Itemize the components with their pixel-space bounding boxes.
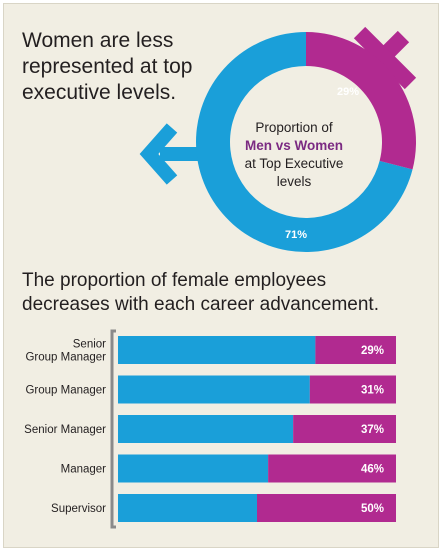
bar-label-women-2: 37% bbox=[361, 424, 384, 436]
headline-line-3: executive levels. bbox=[22, 81, 177, 104]
category-label-1-0: Group Manager bbox=[25, 385, 106, 397]
center-label-line-4: levels bbox=[276, 174, 312, 189]
donut-slice-men bbox=[195, 32, 413, 253]
bar-group-bracket bbox=[110, 329, 116, 529]
bar-women-2 bbox=[293, 415, 396, 443]
donut-slice-women bbox=[306, 32, 416, 170]
gender-donut-chart bbox=[139, 26, 417, 253]
bar-men-4 bbox=[118, 494, 257, 522]
bar-men-1 bbox=[118, 375, 310, 404]
category-label-2-0: Senior Manager bbox=[24, 424, 106, 436]
donut-label-men: 71% bbox=[285, 229, 308, 241]
bar-men-2 bbox=[118, 415, 294, 443]
category-label-3-0: Manager bbox=[61, 464, 107, 476]
male-arrow-head bbox=[139, 123, 178, 185]
subheadline-line-1: The proportion of female employees bbox=[22, 270, 327, 291]
category-label-0-1: Group Manager bbox=[25, 352, 106, 364]
category-label-0-0: Senior bbox=[73, 339, 106, 351]
subheadline: The proportion of female employees decre… bbox=[22, 269, 432, 317]
bar-men-0 bbox=[118, 336, 316, 364]
bar-label-women-4: 50% bbox=[361, 503, 384, 515]
bar-women-0 bbox=[315, 336, 396, 364]
bar-women-3 bbox=[268, 454, 396, 483]
donut-label-women: 29% bbox=[337, 86, 360, 98]
category-label-4-0: Supervisor bbox=[51, 503, 106, 515]
female-cross-bar bbox=[353, 26, 417, 90]
headline-line-2: represented at top bbox=[22, 55, 193, 78]
subheadline-line-2: decreases with each career advancement. bbox=[22, 294, 379, 315]
bar-men-3 bbox=[118, 454, 269, 483]
bar-label-women-1: 31% bbox=[361, 385, 384, 397]
headline-line-1: Women are less bbox=[22, 29, 174, 52]
bar-label-women-3: 46% bbox=[361, 464, 384, 476]
headline: Women are less represented at top execut… bbox=[22, 28, 212, 106]
bar-women-1 bbox=[309, 375, 396, 404]
center-label-line-1: Proportion of bbox=[255, 120, 333, 135]
center-label-emphasis: Men vs Women bbox=[244, 138, 344, 153]
bar-women-4 bbox=[257, 494, 396, 522]
center-label-line-3: at Top Executive bbox=[244, 156, 344, 171]
bar-label-women-0: 29% bbox=[361, 345, 384, 357]
donut-center-label: Proportion of Men vs Women at Top Execut… bbox=[224, 119, 364, 191]
